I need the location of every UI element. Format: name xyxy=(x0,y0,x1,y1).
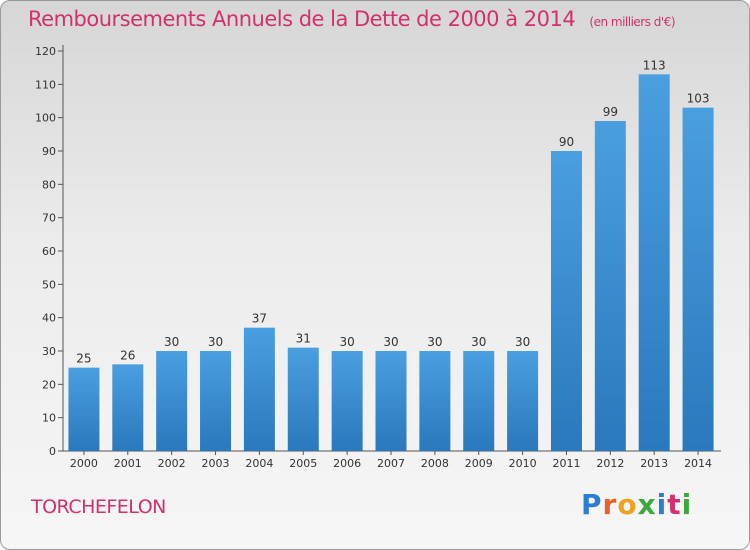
bar-2008 xyxy=(419,351,451,451)
bar-2009 xyxy=(463,351,495,451)
bar-2013 xyxy=(638,74,670,451)
x-tick-label-2005: 2005 xyxy=(289,457,317,470)
y-tick-label: 70 xyxy=(42,212,56,225)
x-tick-label-2011: 2011 xyxy=(552,457,580,470)
bar-2003 xyxy=(200,351,232,451)
data-label-2004: 37 xyxy=(252,312,267,326)
data-label-2012: 99 xyxy=(603,105,618,119)
chart-unit: (en milliers d'€) xyxy=(589,15,676,29)
bar-2000 xyxy=(68,367,100,451)
y-tick-label: 60 xyxy=(42,245,56,258)
y-tick-label: 0 xyxy=(49,445,56,458)
bar-2014 xyxy=(682,107,714,452)
x-tick-label-2014: 2014 xyxy=(684,457,712,470)
data-label-2000: 25 xyxy=(76,352,91,366)
bar-2005 xyxy=(287,347,319,451)
x-tick-label-2006: 2006 xyxy=(333,457,361,470)
x-tick-label-2009: 2009 xyxy=(465,457,493,470)
bar-2001 xyxy=(112,364,144,451)
data-label-2008: 30 xyxy=(427,335,442,349)
y-tick-label: 50 xyxy=(42,278,56,291)
x-tick-label-2001: 2001 xyxy=(114,457,142,470)
bar-2011 xyxy=(550,151,582,451)
x-tick-label-2004: 2004 xyxy=(245,457,273,470)
data-label-2007: 30 xyxy=(383,335,398,349)
y-tick-label: 40 xyxy=(42,312,56,325)
commune-name: TORCHEFELON xyxy=(31,496,166,518)
data-label-2010: 30 xyxy=(515,335,530,349)
x-tick-label-2002: 2002 xyxy=(158,457,186,470)
y-tick-label: 120 xyxy=(35,45,56,58)
data-label-2001: 26 xyxy=(120,348,135,362)
x-tick-label-2008: 2008 xyxy=(421,457,449,470)
x-tick-label-2003: 2003 xyxy=(202,457,230,470)
x-tick-label-2012: 2012 xyxy=(596,457,624,470)
data-label-2006: 30 xyxy=(339,335,354,349)
bar-2007 xyxy=(375,351,407,451)
x-tick-label-2000: 2000 xyxy=(70,457,98,470)
bar-2002 xyxy=(156,351,188,451)
chart-title-text: Remboursements Annuels de la Dette de 20… xyxy=(28,7,576,31)
chart-title: Remboursements Annuels de la Dette de 20… xyxy=(28,7,676,31)
data-label-2013: 113 xyxy=(643,58,666,72)
data-label-2002: 30 xyxy=(164,335,179,349)
data-label-2011: 90 xyxy=(559,135,574,149)
data-label-2005: 31 xyxy=(296,332,311,346)
data-label-2003: 30 xyxy=(208,335,223,349)
y-tick-label: 80 xyxy=(42,178,56,191)
y-tick-label: 20 xyxy=(42,378,56,391)
proxiti-logo: Proxiti xyxy=(581,488,693,521)
y-tick-label: 110 xyxy=(35,78,56,91)
bar-2006 xyxy=(331,351,363,451)
data-label-2014: 103 xyxy=(687,92,710,106)
y-tick-label: 30 xyxy=(42,345,56,358)
x-tick-label-2007: 2007 xyxy=(377,457,405,470)
y-tick-label: 10 xyxy=(42,412,56,425)
bar-2012 xyxy=(594,121,626,451)
x-tick-label-2010: 2010 xyxy=(509,457,537,470)
x-tick-label-2013: 2013 xyxy=(640,457,668,470)
bar-2010 xyxy=(507,351,539,451)
bar-2004 xyxy=(243,327,275,451)
y-tick-label: 90 xyxy=(42,145,56,158)
y-tick-label: 100 xyxy=(35,112,56,125)
data-label-2009: 30 xyxy=(471,335,486,349)
